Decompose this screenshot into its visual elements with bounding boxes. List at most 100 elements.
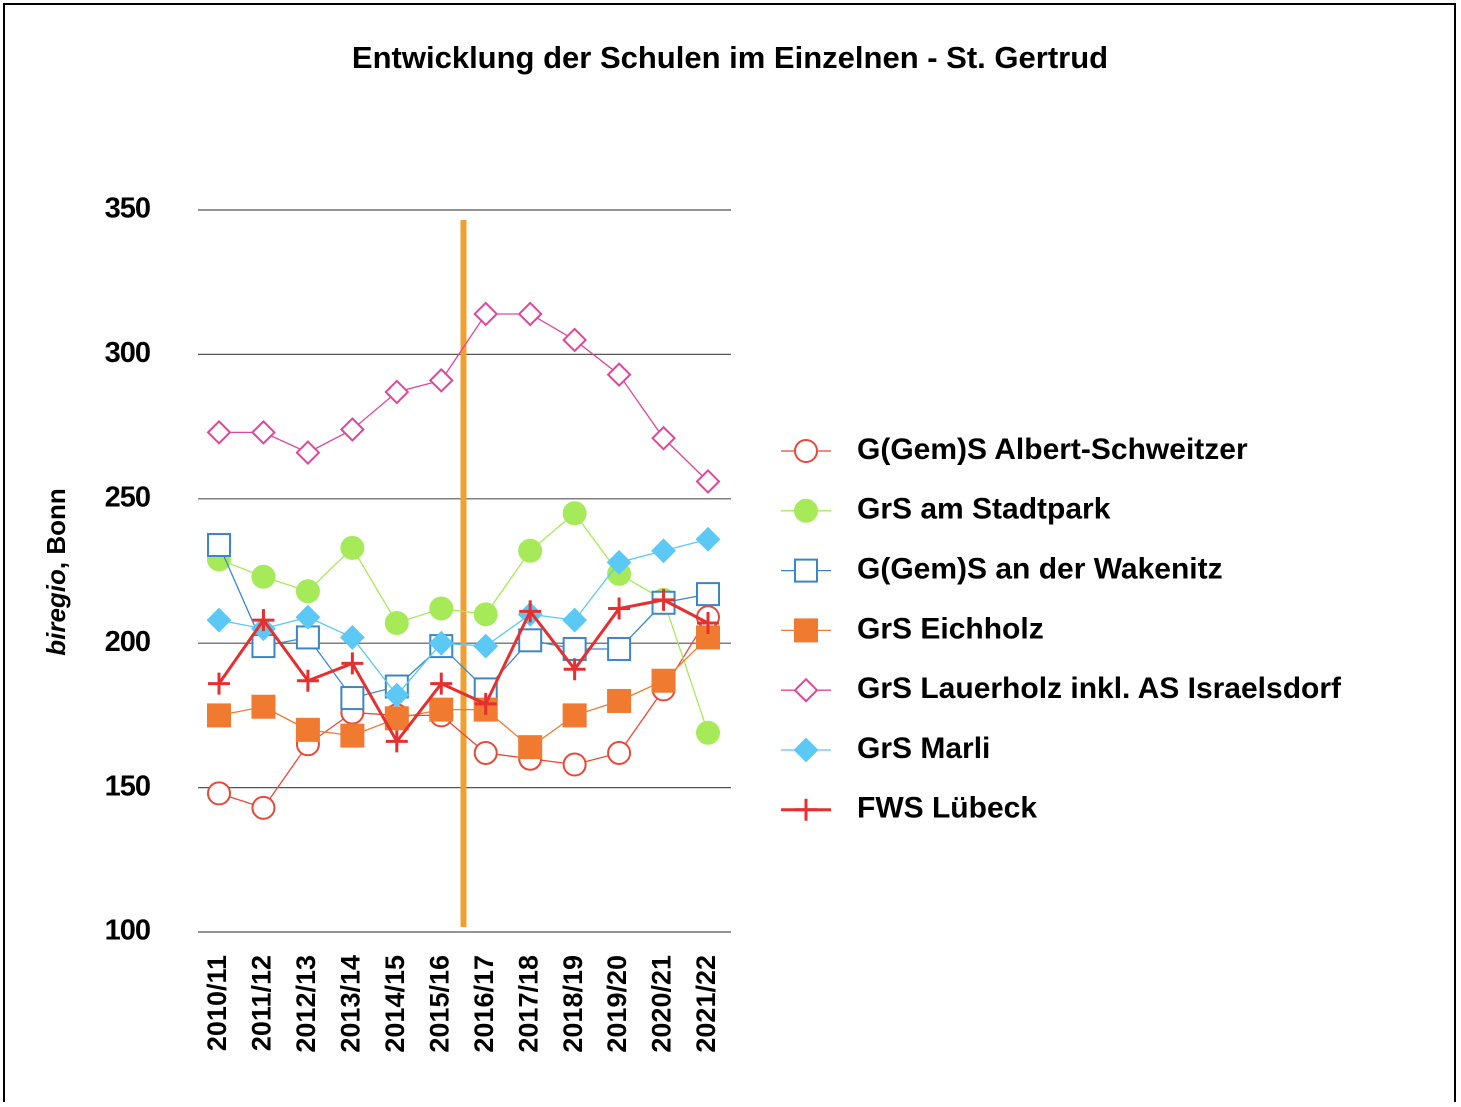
marker <box>562 327 588 353</box>
marker <box>518 628 543 653</box>
marker <box>794 439 818 463</box>
marker <box>518 538 543 563</box>
marker <box>295 604 321 630</box>
legend-label: GrS Lauerholz inkl. AS Israelsdorf <box>857 672 1342 705</box>
y-tick-label: 150 <box>105 770 150 802</box>
marker <box>295 717 320 742</box>
x-tick-label: 2012/13 <box>291 955 321 1053</box>
marker <box>607 740 632 765</box>
marker <box>473 301 499 327</box>
x-tick-label: 2018/19 <box>558 955 588 1053</box>
x-tick-label: 2011/12 <box>247 955 277 1051</box>
x-tick-label: 2021/22 <box>691 955 721 1053</box>
marker <box>206 419 232 445</box>
marker <box>251 795 276 820</box>
marker <box>695 526 721 552</box>
marker <box>651 425 676 451</box>
legend-label: G(Gem)S Albert-Schweitzer <box>857 433 1248 466</box>
y-axis-label: biregio, Bonn <box>41 488 71 656</box>
chart-title: Entwicklung der Schulen im Einzelnen - S… <box>352 40 1108 75</box>
legend-label: GrS am Stadtpark <box>857 493 1111 526</box>
marker <box>608 597 631 620</box>
x-tick-label: 2019/20 <box>602 955 632 1053</box>
x-tick-label: 2013/14 <box>335 955 365 1053</box>
marker <box>207 703 231 728</box>
marker <box>251 419 276 445</box>
marker <box>696 720 720 745</box>
marker <box>793 737 819 763</box>
x-tick-label: 2014/15 <box>380 955 410 1053</box>
marker <box>562 607 588 633</box>
y-tick-label: 300 <box>105 337 150 369</box>
marker <box>340 723 365 748</box>
marker <box>695 469 721 494</box>
marker <box>651 538 676 564</box>
marker <box>295 579 320 604</box>
x-tick-label: 2010/11 <box>202 955 232 1051</box>
marker <box>519 600 542 623</box>
marker <box>340 535 365 560</box>
marker <box>607 688 632 713</box>
marker <box>206 607 232 633</box>
marker <box>562 752 587 777</box>
marker <box>697 611 719 634</box>
marker <box>207 781 231 806</box>
marker <box>606 362 632 388</box>
x-tick-label: 2015/16 <box>424 955 454 1053</box>
marker <box>518 735 543 760</box>
y-tick-label: 250 <box>105 481 150 513</box>
y-tick-label: 350 <box>105 193 150 225</box>
frame <box>3 3 1456 1107</box>
marker <box>384 682 410 708</box>
y-tick-label: 200 <box>105 626 150 658</box>
marker <box>295 440 321 466</box>
marker <box>430 672 453 695</box>
marker <box>252 609 275 632</box>
marker <box>652 588 675 611</box>
y-axis-label-part: biregio <box>41 569 71 656</box>
marker <box>251 694 276 719</box>
marker <box>794 558 818 583</box>
marker <box>474 692 497 715</box>
marker <box>606 549 632 575</box>
legend-label: G(Gem)S an der Wakenitz <box>857 553 1223 586</box>
marker <box>341 652 364 675</box>
marker <box>384 610 409 635</box>
marker <box>428 367 454 393</box>
legend-label: FWS Lübeck <box>857 792 1037 825</box>
marker <box>384 379 410 405</box>
x-tick-label: 2017/18 <box>513 955 543 1053</box>
marker <box>208 672 230 695</box>
marker <box>296 669 319 692</box>
y-tick-label: 100 <box>105 915 150 947</box>
series-line <box>218 616 709 809</box>
marker <box>793 677 819 703</box>
marker <box>563 658 586 681</box>
y-axis-label-part: , Bonn <box>41 488 71 569</box>
legend-label: GrS Eichholz <box>857 612 1044 645</box>
marker <box>651 668 676 693</box>
marker <box>429 697 454 722</box>
marker <box>207 533 231 558</box>
marker <box>340 686 365 711</box>
marker <box>295 625 320 650</box>
marker <box>473 740 498 765</box>
marker <box>794 498 818 523</box>
marker <box>562 703 587 728</box>
marker <box>429 596 454 621</box>
marker <box>385 730 408 753</box>
marker <box>794 618 818 643</box>
x-tick-label: 2020/21 <box>647 955 677 1053</box>
marker <box>428 630 454 656</box>
marker <box>473 633 499 659</box>
marker <box>339 417 365 442</box>
marker <box>339 625 365 650</box>
legend-label: GrS Marli <box>857 732 990 765</box>
marker <box>562 501 587 526</box>
marker <box>251 564 276 589</box>
marker <box>795 798 817 821</box>
marker <box>607 636 632 661</box>
marker <box>696 582 720 607</box>
x-tick-label: 2016/17 <box>469 955 499 1053</box>
